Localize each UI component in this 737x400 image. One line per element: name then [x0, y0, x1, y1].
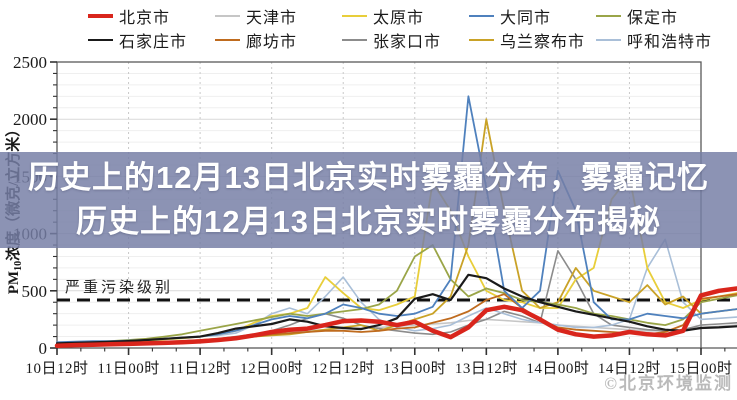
legend-swatch-icon: [342, 15, 367, 17]
legend-item: 保定市: [596, 4, 723, 28]
x-tick-label: 15日00时: [669, 360, 732, 377]
legend-swatch-icon: [215, 15, 240, 17]
legend-row: 石家庄市 廊坊市 张家口市 乌兰察布市 呼和浩特市: [88, 28, 733, 52]
legend-item: 乌兰察布市: [469, 28, 596, 52]
x-tick-label: 14日12时: [598, 360, 661, 377]
legend-item: 石家庄市: [88, 28, 215, 52]
watermark: ©北京环境监测: [604, 374, 733, 393]
legend-label: 太原市: [373, 10, 425, 27]
y-tick-label: 2000: [13, 110, 47, 129]
legend-swatch-icon: [88, 39, 113, 41]
legend-swatch-icon: [596, 15, 621, 17]
series-line-石家庄市: [55, 273, 737, 345]
legend-item: 呼和浩特市: [596, 28, 723, 52]
y-tick-label: 0: [39, 339, 48, 358]
legend-item: 张家口市: [342, 28, 469, 52]
overlay-title-line2: 历史上的12月13日北京实时雾霾分布揭秘: [76, 204, 661, 239]
legend-label: 北京市: [119, 10, 171, 27]
series-line-保定市: [56, 244, 737, 345]
x-tick-label: 11日12时: [169, 360, 231, 377]
x-tick-label: 14日00时: [526, 360, 589, 377]
legend-swatch-icon: [469, 39, 494, 41]
legend-label: 石家庄市: [119, 34, 188, 51]
legend-label: 廊坊市: [246, 34, 298, 51]
legend-label: 呼和浩特市: [627, 34, 713, 51]
threshold-label: 严重污染级别: [65, 279, 173, 296]
legend-swatch-icon: [215, 39, 240, 41]
legend-label: 天津市: [246, 10, 298, 27]
overlay-title-line1: 历史上的12月13日北京实时雾霾分布，雾霾记忆: [28, 160, 709, 195]
legend-label: 大同市: [500, 10, 552, 27]
chart-legend: 北京市 天津市 太原市 大同市 保定市石家庄市 廊坊市 张家口市 乌兰察布市 呼和浩特市: [88, 4, 733, 52]
legend-item: 大同市: [469, 4, 596, 28]
legend-item: 廊坊市: [215, 28, 342, 52]
legend-label: 张家口市: [373, 34, 442, 51]
x-tick-label: 11日00时: [97, 360, 159, 377]
x-tick-label: 13日12时: [455, 360, 518, 377]
legend-swatch-icon: [469, 15, 494, 17]
legend-item: 天津市: [215, 4, 342, 28]
x-tick-label: 10日12时: [25, 360, 88, 377]
legend-row: 北京市 天津市 太原市 大同市 保定市: [88, 4, 733, 28]
legend-label: 保定市: [627, 10, 679, 27]
legend-label: 乌兰察布市: [500, 34, 586, 51]
y-tick-label: 500: [22, 282, 48, 301]
x-tick-label: 12日12时: [312, 360, 375, 377]
title-overlay-banner: 历史上的12月13日北京实时雾霾分布，雾霾记忆 历史上的12月13日北京实时雾霾…: [0, 152, 737, 248]
legend-item: 太原市: [342, 4, 469, 28]
legend-swatch-icon: [342, 39, 367, 41]
legend-swatch-icon: [88, 14, 113, 18]
legend-item: 北京市: [88, 4, 215, 28]
y-tick-label: 2500: [13, 53, 47, 72]
x-tick-label: 13日00时: [383, 360, 446, 377]
legend-swatch-icon: [596, 39, 621, 41]
x-tick-label: 12日00时: [240, 360, 303, 377]
series-line-北京市: [54, 286, 737, 348]
